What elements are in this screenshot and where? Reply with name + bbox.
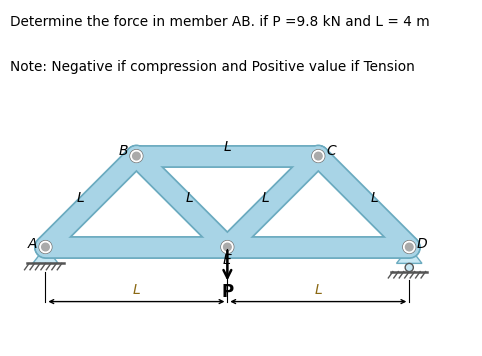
Text: C: C (326, 143, 336, 158)
Polygon shape (33, 247, 58, 263)
Circle shape (405, 243, 413, 251)
Text: L: L (185, 191, 193, 205)
Circle shape (403, 241, 415, 253)
Text: D: D (416, 237, 427, 251)
Circle shape (405, 263, 414, 272)
Text: L: L (224, 140, 231, 154)
Text: L: L (76, 191, 84, 205)
Text: A: A (28, 237, 38, 251)
Circle shape (221, 241, 234, 253)
Text: B: B (119, 143, 128, 158)
Text: L: L (371, 191, 378, 205)
Circle shape (312, 150, 325, 162)
Circle shape (222, 241, 233, 253)
Circle shape (40, 241, 51, 253)
Text: L: L (314, 283, 322, 298)
Circle shape (224, 243, 231, 251)
Circle shape (41, 243, 49, 251)
Polygon shape (397, 247, 422, 263)
Circle shape (403, 241, 415, 253)
Circle shape (131, 151, 142, 162)
Circle shape (130, 150, 143, 162)
Text: L: L (262, 191, 269, 205)
Text: E: E (223, 253, 232, 267)
Circle shape (133, 152, 140, 160)
Circle shape (314, 152, 322, 160)
Text: Note: Negative if compression and Positive value if Tension: Note: Negative if compression and Positi… (10, 60, 415, 74)
Text: L: L (133, 283, 140, 298)
Circle shape (313, 151, 324, 162)
Text: P: P (221, 283, 233, 302)
Text: Determine the force in member AB. if P =9.8 kN and L = 4 m: Determine the force in member AB. if P =… (10, 15, 429, 29)
Circle shape (39, 241, 52, 253)
